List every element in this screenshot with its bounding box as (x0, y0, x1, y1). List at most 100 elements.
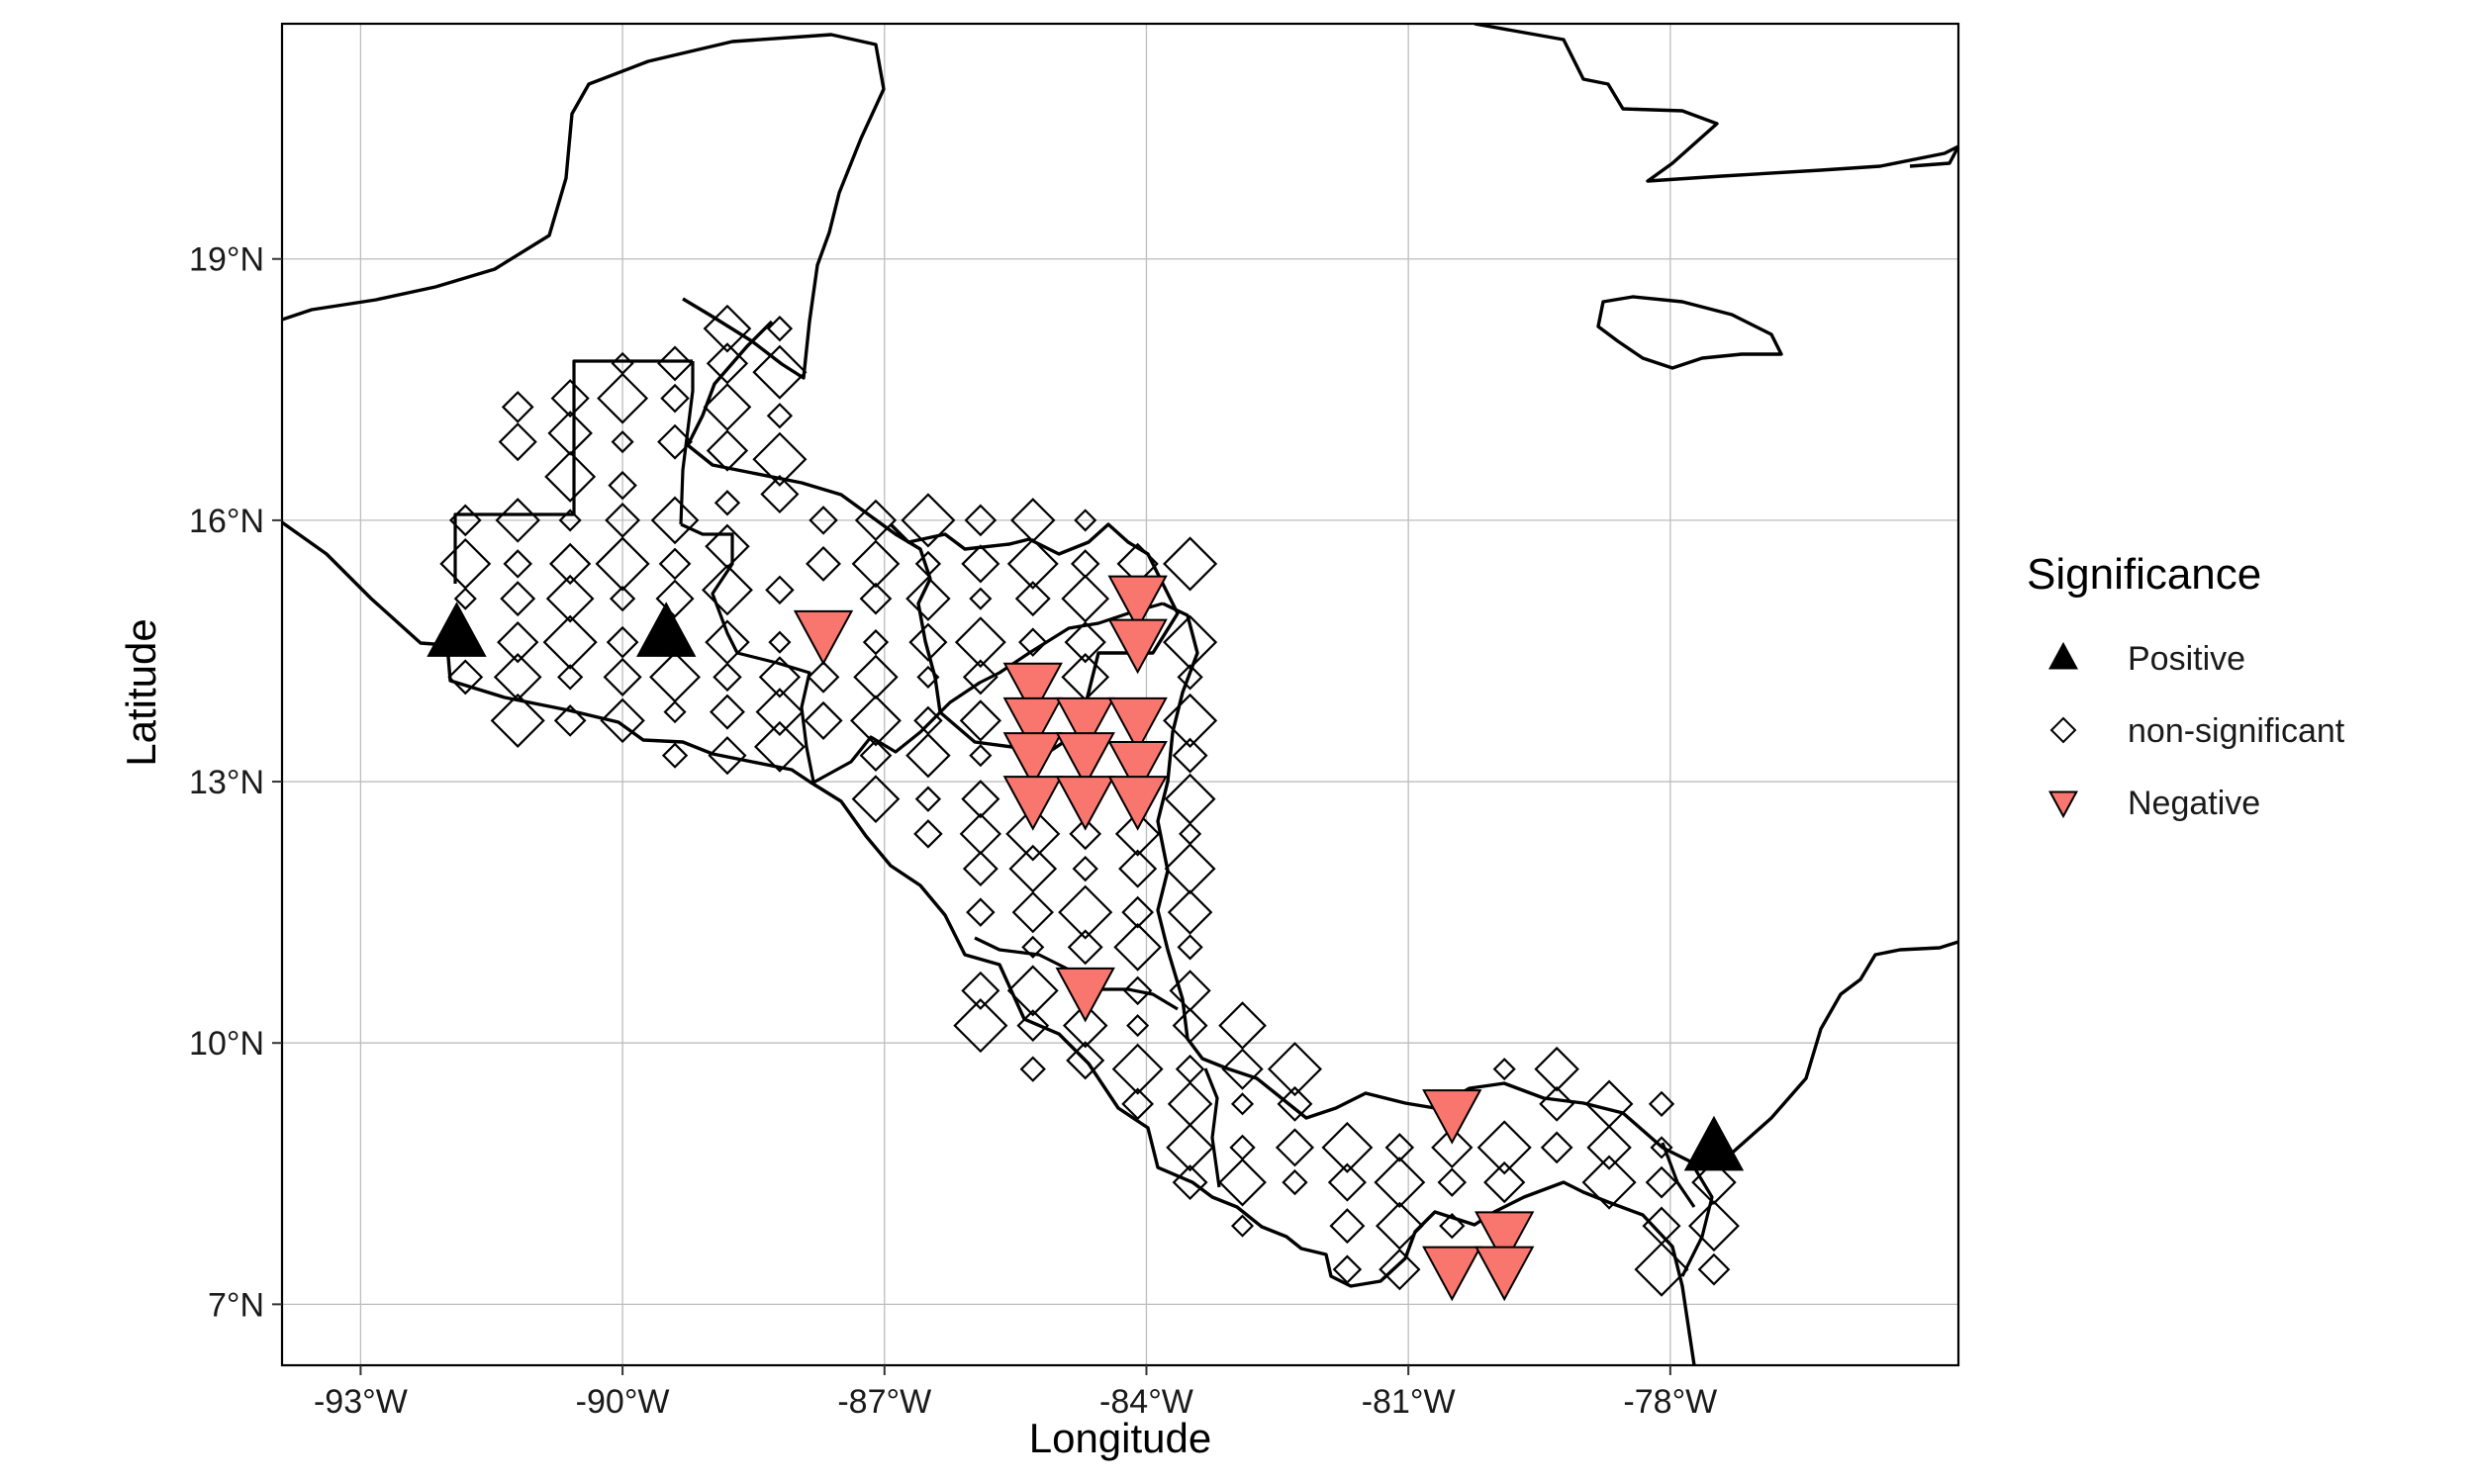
nonsig-point (1275, 1128, 1315, 1167)
nonsig-point (495, 498, 540, 543)
nonsig-point (600, 697, 645, 744)
nonsig-point (1021, 935, 1045, 959)
nonsig-point (859, 582, 893, 615)
nonsig-point (1121, 895, 1155, 929)
nonsig-point (853, 654, 899, 700)
nonsig-point (706, 429, 749, 472)
nonsig-point (595, 536, 650, 592)
nonsig-point (1230, 1092, 1255, 1116)
nonsig-point (1018, 627, 1048, 657)
legend-title: Significance (2027, 550, 2261, 599)
nonsig-point (961, 971, 1000, 1010)
nonsig-point (1069, 817, 1102, 851)
nonsig-point (1697, 1252, 1731, 1286)
nonsig-point (714, 490, 741, 516)
y-tick-label: 7°N (208, 1286, 264, 1324)
nonsig-point (498, 422, 537, 462)
nonsig-point (752, 431, 808, 487)
nonsig-point (1581, 1155, 1637, 1210)
nonsig-point (850, 695, 902, 747)
nonsig-point (755, 688, 805, 736)
nonsig-point (1688, 1200, 1740, 1252)
nonsig-point (1061, 574, 1110, 623)
nonsig-point (605, 502, 641, 538)
negative-point (1475, 1246, 1535, 1302)
negative-point (1475, 1211, 1535, 1267)
y-tick-label: 16°N (189, 503, 264, 540)
nonsig-point (650, 496, 700, 545)
nonsig-point (706, 342, 749, 385)
guatemala-honduras-border (680, 522, 815, 783)
x-tick-label: -81°W (1362, 1383, 1456, 1421)
negative-point (1055, 776, 1115, 831)
nonsig-point (851, 775, 901, 824)
nonsig-point (1218, 1001, 1267, 1050)
nonsig-point (708, 736, 747, 776)
nonsig-point (702, 564, 753, 616)
nonsig-point (969, 587, 993, 610)
significance-points (427, 304, 1745, 1302)
nonsig-point (1011, 890, 1054, 934)
nonsig-point (1267, 1042, 1323, 1097)
nonsig-point (1431, 1126, 1474, 1169)
nonsig-point (1282, 1168, 1308, 1196)
nonsig-point (1058, 884, 1113, 940)
panel-background (282, 24, 1958, 1365)
nonsig-point (609, 585, 636, 612)
nonsig-point (766, 316, 794, 342)
nonsig-point (804, 700, 843, 740)
colombia-border (1680, 1166, 1714, 1277)
nonsig-point (1118, 849, 1158, 888)
nonsig-point (1126, 1014, 1150, 1038)
nonsig-point (953, 998, 1008, 1054)
nonsig-point (765, 575, 795, 605)
nonsig-point (916, 665, 940, 689)
nonsig-point (905, 576, 951, 621)
nonsig-point (1379, 1248, 1421, 1291)
nonsig-point (1177, 664, 1203, 691)
nonsig-point (766, 403, 794, 429)
honduras-nicaragua-border (810, 602, 1164, 786)
x-tick-label: -87°W (837, 1383, 931, 1421)
nonsig-point (913, 819, 943, 849)
nonsig-point (908, 622, 948, 662)
nonsig-point (606, 625, 639, 659)
nonsig-point (806, 545, 841, 582)
x-tick-label: -93°W (314, 1383, 408, 1421)
nonsig-point (1114, 811, 1161, 857)
legend-items: Positive non-significant Negative (2048, 640, 2345, 822)
negative-point (1107, 696, 1168, 753)
nonsig-point (807, 661, 840, 694)
nonsig-point (1648, 1090, 1675, 1117)
negative-point (793, 609, 854, 666)
jamaica-outline (1596, 295, 1783, 370)
nonsig-point (663, 700, 687, 724)
nonsig-point (490, 693, 545, 748)
positive-point (1683, 1115, 1745, 1171)
nonsig-point (1327, 1162, 1367, 1202)
negative-point (1107, 575, 1168, 631)
guatemala-belize-border (679, 361, 695, 525)
nonsig-point (603, 657, 642, 696)
nonsig-point (1218, 1158, 1267, 1207)
nonsig-point (1645, 1165, 1678, 1199)
nonsig-point (544, 450, 597, 503)
negative-point (1002, 696, 1063, 753)
nonsig-point (1691, 1159, 1737, 1205)
nonsig-point (859, 739, 893, 772)
nonsig-point (1492, 1058, 1516, 1081)
nonsig-point (1374, 1157, 1426, 1209)
negative-point (1002, 662, 1063, 718)
nonsig-point (962, 659, 999, 696)
nonsig-point (550, 379, 590, 418)
cuba-east (1909, 145, 1958, 168)
nonsig-point (1113, 922, 1163, 972)
nonsig-point (657, 423, 693, 460)
nonsig-point (501, 391, 534, 423)
nonsig-point (1177, 934, 1203, 961)
nonsig-point (1006, 965, 1059, 1017)
nonsig-point (1163, 536, 1218, 592)
nonsig-point (657, 345, 693, 382)
nonsig-point (914, 786, 942, 812)
